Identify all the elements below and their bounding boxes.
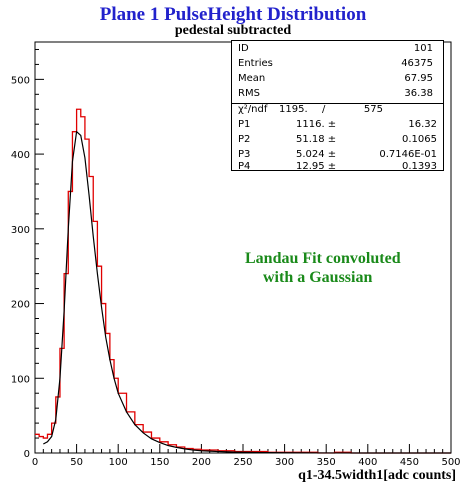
stats-row-mean: Mean 67.95 [232, 71, 443, 87]
stats-label-rms: RMS [238, 88, 260, 99]
x-tick-label: 50 [70, 457, 83, 468]
y-tick-label: 300 [11, 225, 30, 236]
stats-row-p3: P3 5.024 ± 0.7146E-01 [232, 147, 443, 163]
x-tick-label: 150 [150, 457, 169, 468]
stats-row-p4: P4 12.95 ± 0.1393 [232, 159, 443, 175]
stats-param-name: P3 [238, 149, 251, 160]
histogram-series [35, 108, 451, 454]
annotation-line-2: with a Gaussian [263, 269, 373, 286]
stats-param-name: P2 [238, 134, 251, 145]
stats-row-p2: P2 51.18 ± 0.1065 [232, 132, 443, 148]
chart-subtitle: pedestal subtracted [174, 23, 292, 38]
stats-separator [232, 103, 443, 104]
stats-row-chi2: χ²/ndf 1195. / 575 [232, 102, 443, 118]
x-tick-label: 100 [109, 457, 128, 468]
annotation-line-1: Landau Fit convoluted [245, 250, 401, 267]
stats-entries-value: 46375 [401, 58, 433, 69]
stats-label-entries: Entries [238, 58, 273, 69]
stats-chi2-value: 1195. [279, 104, 308, 115]
stats-ndf-value: 575 [363, 104, 383, 115]
x-tick-label: 400 [358, 457, 377, 468]
stats-label-id: ID [238, 43, 249, 54]
stats-param-error: 0.7146E-01 [379, 149, 437, 160]
x-tick-label: 350 [317, 457, 336, 468]
y-tick-label: 100 [11, 374, 30, 385]
stats-row-entries: Entries 46375 [232, 56, 443, 72]
x-tick-label: 300 [275, 457, 294, 468]
stats-label-mean: Mean [238, 73, 266, 84]
stats-rms-value: 36.38 [404, 88, 433, 99]
stats-row-p1: P1 1116. ± 16.32 [232, 117, 443, 133]
x-tick-label: 450 [400, 457, 419, 468]
stats-param-error: 0.1065 [402, 134, 437, 145]
y-tick-label: 400 [11, 150, 30, 161]
stats-chi2-label: χ²/ndf [238, 104, 268, 115]
stats-param-name: P1 [238, 119, 251, 130]
stats-param-value: 51.18 ± [296, 134, 337, 145]
fit-curve [43, 130, 451, 454]
stats-mean-value: 67.95 [404, 73, 433, 84]
stats-box: ID 101 Entries 46375 Mean 67.95 RMS 36.3… [231, 40, 444, 172]
stats-param-value: 1116. ± [296, 119, 337, 130]
stats-row-id: ID 101 [232, 41, 443, 57]
stats-id-value: 101 [413, 43, 433, 54]
y-tick-label: 0 [24, 449, 30, 460]
stats-param-value: 5.024 ± [296, 149, 337, 160]
stats-param-error: 0.1393 [402, 161, 437, 172]
stats-param-error: 16.32 [408, 119, 437, 130]
x-tick-label: 200 [192, 457, 211, 468]
x-tick-label: 250 [233, 457, 252, 468]
stats-param-name: P4 [238, 161, 251, 172]
stats-row-rms: RMS 36.38 [232, 86, 443, 102]
y-tick-label: 500 [11, 75, 30, 86]
x-tick-label: 500 [441, 457, 460, 468]
stats-slash: / [322, 104, 326, 115]
x-tick-label: 0 [32, 457, 38, 468]
y-tick-label: 200 [11, 300, 30, 311]
x-axis-label: q1-34.5width1[adc counts] [298, 468, 456, 483]
fit-annotation: Landau Fit convoluted with a Gaussian [245, 249, 435, 287]
stats-param-value: 12.95 ± [296, 161, 337, 172]
chart-title: Plane 1 PulseHeight Distribution [99, 4, 367, 25]
